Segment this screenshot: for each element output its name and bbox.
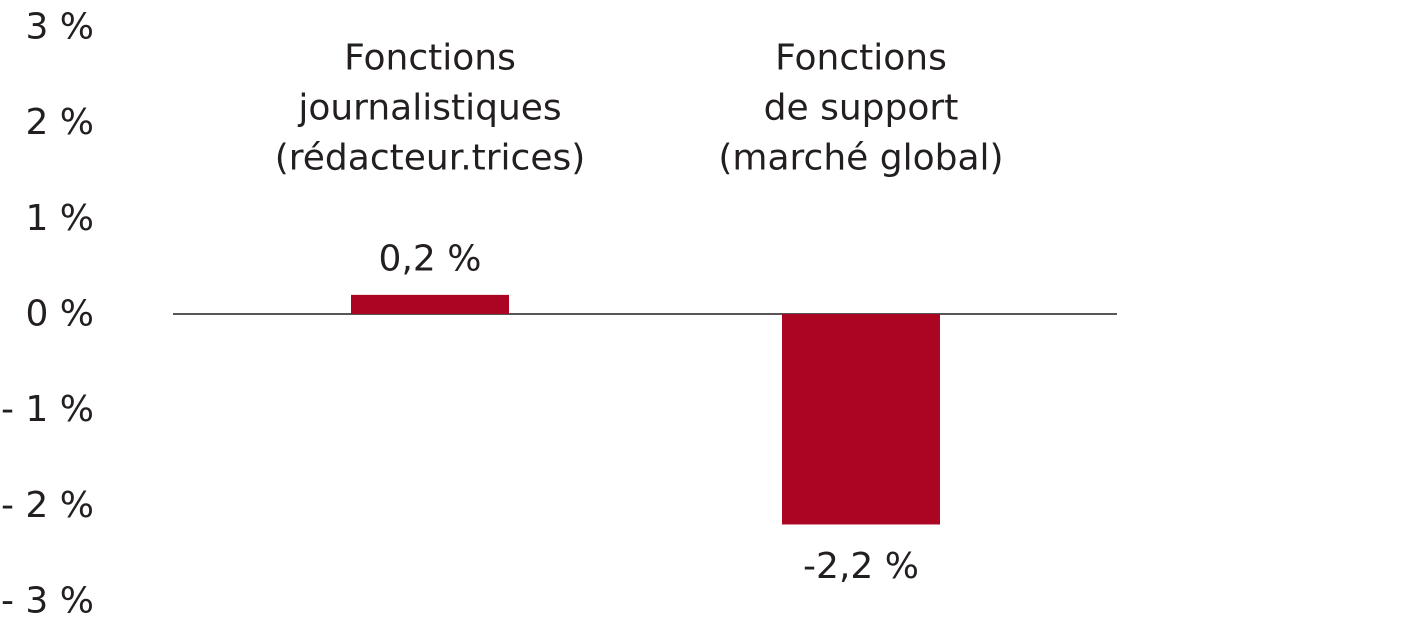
category-label-line: journalistiques [297,88,561,129]
y-tick-label: 2 % [25,102,94,143]
category-label-line: Fonctions [775,38,947,79]
category-labels: Fonctions journalistiques (rédacteur.trice… [275,38,1004,179]
y-tick-label: - 3 % [1,581,94,622]
y-tick-label: 1 % [25,198,94,239]
bars [351,294,940,525]
category-label-line: (marché global) [718,138,1003,179]
y-tick-label: 3 % [25,7,94,48]
category-label-line: Fonctions [344,38,516,79]
y-tick-label: - 2 % [1,485,94,526]
data-labels: 0,2 % -2,2 % [379,238,919,587]
y-axis-tick-labels: 3 % 2 % 1 % 0 % - 1 % - 2 % - 3 % [1,7,94,622]
category-label-line: de support [764,88,959,129]
y-tick-label: 0 % [25,294,94,335]
y-tick-label: - 1 % [1,389,94,430]
data-label: 0,2 % [379,238,482,279]
bar [782,314,940,525]
data-label: -2,2 % [803,546,919,587]
bar [351,294,509,314]
category-label-line: (rédacteur.trices) [275,138,586,179]
